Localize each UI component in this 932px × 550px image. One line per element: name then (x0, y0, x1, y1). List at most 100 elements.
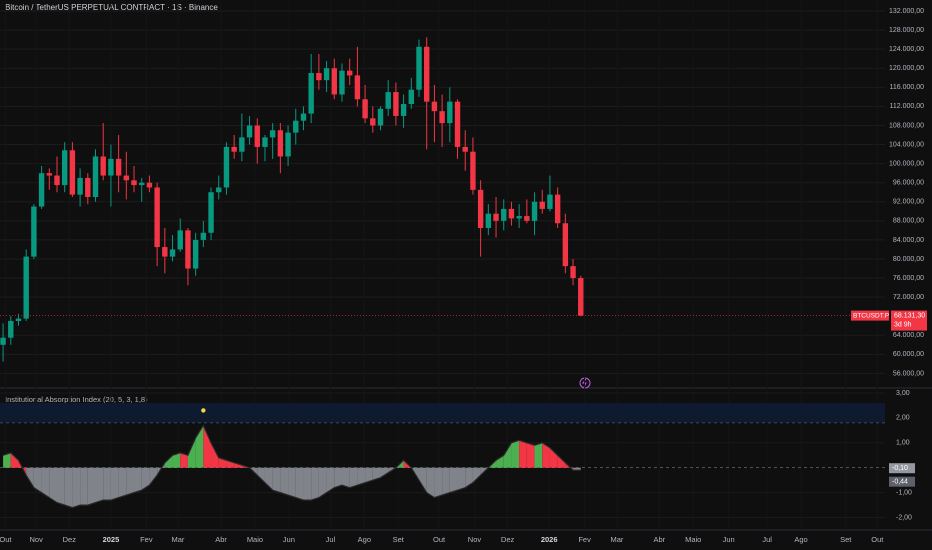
indicator-area (164, 455, 173, 468)
candle-body (339, 70, 345, 95)
x-tick-label: Nov (30, 535, 44, 544)
candle-body (578, 278, 584, 316)
indicator-area (449, 467, 458, 493)
candle-body (547, 194, 553, 209)
indicator-area (211, 442, 219, 468)
indicator-area (349, 467, 358, 488)
indicator-area (87, 467, 96, 506)
indicator-area (442, 467, 450, 496)
indicator-area (49, 467, 57, 503)
y-tick-label: 120.000,00 (889, 65, 924, 72)
indicator-area (257, 467, 265, 483)
indicator-area (380, 467, 389, 478)
x-tick-label: Jun (283, 535, 295, 544)
indicator-area (126, 467, 135, 496)
x-tick-label: Dez (501, 535, 515, 544)
indicator-area (465, 467, 473, 488)
indicator-area (141, 467, 150, 491)
candle-body (0, 337, 6, 345)
candle-body (100, 156, 106, 176)
x-tick-label: Out (871, 535, 884, 544)
y-tick-label: -1,00 (896, 489, 912, 496)
price-label: 68.131,30 (894, 312, 925, 319)
indicator-area (557, 455, 566, 468)
candle-body (46, 173, 52, 176)
indicator-area (318, 467, 327, 498)
x-tick-label: Set (393, 535, 405, 544)
candle-body (192, 239, 199, 269)
candle-body (69, 150, 76, 195)
y-tick-label: 3,00 (896, 390, 910, 397)
indicator-area (95, 467, 104, 503)
candle-body (416, 46, 422, 90)
candle-body (277, 130, 284, 157)
chart-title: Bitcoin / TetherUS PERPETUAL CONTRACT · … (5, 3, 218, 12)
indicator-area (280, 467, 289, 496)
indicator-area (226, 460, 235, 468)
value-label: -0,10 (892, 465, 908, 472)
indicator-area (573, 467, 581, 471)
candle-body (447, 101, 453, 124)
candle-body (501, 208, 507, 221)
indicator-area (10, 452, 19, 468)
indicator-area (72, 467, 81, 508)
candle-body (293, 120, 299, 133)
x-tick-label: Mar (610, 535, 623, 544)
candle-body (131, 180, 137, 186)
candle-body (516, 216, 522, 219)
candle-body (562, 223, 569, 267)
indicator-area (110, 467, 119, 501)
indicator-area (519, 440, 527, 468)
indicator-area (80, 467, 88, 506)
candle-body (477, 189, 484, 228)
symbol-tag (851, 310, 889, 321)
x-tick-label: Mar (171, 535, 184, 544)
countdown-label: 3d 9h (894, 321, 912, 328)
candle-body (362, 99, 368, 119)
x-tick-label: Jun (723, 535, 735, 544)
x-tick-label: 2025 (103, 535, 120, 544)
indicator-area (341, 467, 350, 488)
value-tag (889, 463, 915, 474)
indicator-area (365, 467, 373, 483)
candle-body (200, 232, 207, 240)
indicator-area (542, 442, 550, 468)
x-tick-label: Jul (326, 535, 336, 544)
candle-body (493, 213, 499, 221)
y-tick-label: 60.000,00 (893, 351, 924, 358)
signal-dot (201, 408, 206, 413)
candle-body (162, 247, 168, 257)
indicator-area (33, 467, 42, 493)
candle-body (185, 230, 191, 269)
candle-body (300, 113, 307, 121)
indicator-area (534, 442, 543, 468)
candle-body (354, 75, 361, 100)
candle-body (139, 182, 145, 186)
candle-body (370, 118, 376, 126)
candle-body (393, 92, 399, 116)
y-tick-label: 2,00 (896, 415, 910, 422)
value-label: -0,44 (892, 479, 908, 486)
indicator-line (2, 424, 581, 509)
x-tick-label: Ago (358, 535, 371, 544)
candle-body (146, 182, 153, 188)
candle-body (431, 101, 438, 112)
x-tick-label: Ago (794, 535, 807, 544)
candle-body (38, 173, 45, 207)
indicator-area (41, 467, 50, 498)
x-tick-label: Fev (578, 535, 591, 544)
indicator-title: Institutional Absorption Index (20, 5, 3… (5, 395, 148, 404)
candle-body (154, 187, 160, 248)
indicator-area (149, 467, 158, 486)
y-tick-label: 108.000,00 (889, 122, 924, 129)
indicator-area (288, 467, 296, 498)
x-tick-label: Set (840, 535, 852, 544)
indicator-area (511, 440, 520, 468)
candle-body (269, 130, 276, 138)
indicator-area (172, 452, 181, 468)
y-tick-label: 84.000,00 (893, 237, 924, 244)
candle-body (208, 192, 214, 233)
indicator-area (134, 467, 142, 493)
